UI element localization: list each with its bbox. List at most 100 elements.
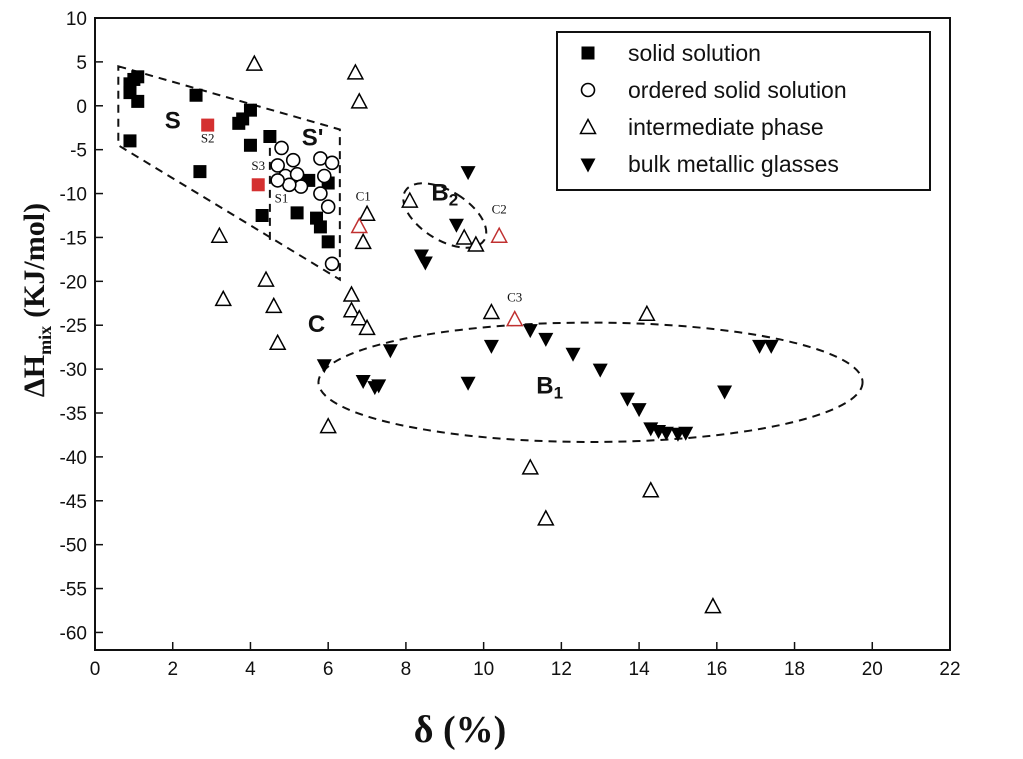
data-point xyxy=(131,94,145,108)
data-point xyxy=(285,152,301,168)
data-point xyxy=(189,88,203,102)
data-point xyxy=(316,359,332,374)
data-point xyxy=(565,347,581,362)
legend-item: ordered solid solution xyxy=(580,77,847,103)
y-axis-title-main: ΔH xyxy=(18,355,51,397)
legend-label: ordered solid solution xyxy=(628,77,847,103)
data-point xyxy=(631,403,647,418)
x-tick-label: 10 xyxy=(473,659,494,680)
y-tick-label: -50 xyxy=(60,536,87,557)
data-point xyxy=(638,304,656,322)
y-tick-label: -25 xyxy=(60,316,87,337)
data-point xyxy=(270,173,285,188)
data-point xyxy=(521,458,540,475)
y-axis-title-unit: (KJ/mol) xyxy=(18,203,51,318)
data-point xyxy=(658,426,674,441)
data-point xyxy=(123,134,137,148)
x-tick-label: 22 xyxy=(939,659,960,680)
data-point xyxy=(460,166,476,181)
data-point xyxy=(255,209,269,222)
data-point xyxy=(321,235,335,249)
x-tick-label: 2 xyxy=(167,659,178,680)
point-label: S3 xyxy=(251,158,265,173)
region-boundary xyxy=(117,64,341,282)
point-label: C1 xyxy=(356,189,371,204)
y-tick-label: -35 xyxy=(60,404,87,425)
axis-ticks: 0 2 4 6 8 10 12 14 16 18 20 22 10 5 0 -5 -10 -15 -20 -25 -30… xyxy=(60,9,961,680)
data-point xyxy=(350,92,369,109)
legend-marker xyxy=(580,82,596,98)
data-point xyxy=(619,392,635,407)
region-outlines xyxy=(117,64,864,443)
legend-marker xyxy=(581,46,595,60)
data-point xyxy=(320,199,336,215)
region-labels: S S' B2 B1 C xyxy=(165,108,563,403)
data-point xyxy=(313,220,327,234)
y-tick-label: 5 xyxy=(76,53,87,74)
data-point xyxy=(401,191,419,208)
y-tick-label: -15 xyxy=(60,228,87,249)
data-point xyxy=(251,178,265,192)
point-label: S2 xyxy=(201,131,215,146)
region-boundary xyxy=(402,182,488,249)
y-axis-title: ΔHmix (KJ/mol) xyxy=(18,203,55,397)
data-point xyxy=(678,426,694,441)
region-label: B2 xyxy=(431,180,458,210)
data-point xyxy=(313,186,328,201)
y-axis-title-sub: mix xyxy=(35,326,55,355)
data-point xyxy=(350,216,369,234)
data-point xyxy=(358,318,376,336)
x-axis-title: δ (%) xyxy=(414,709,507,751)
data-point xyxy=(413,249,429,264)
data-point xyxy=(483,339,499,354)
x-tick-label: 4 xyxy=(245,659,256,680)
x-tick-label: 12 xyxy=(551,659,572,680)
data-point xyxy=(717,385,733,400)
data-point xyxy=(274,140,289,156)
legend-marker xyxy=(579,117,597,135)
legend: solid solution ordered solid solution inte… xyxy=(556,31,931,191)
region-label: S xyxy=(165,108,181,135)
data-point xyxy=(210,226,229,243)
legend-label: bulk metallic glasses xyxy=(628,151,839,177)
region-label: C xyxy=(308,311,325,338)
legend-item: bulk metallic glasses xyxy=(580,151,839,177)
data-point xyxy=(257,270,275,287)
point-label: S1 xyxy=(275,190,289,205)
legend-item: intermediate phase xyxy=(579,114,824,140)
plot-frame xyxy=(94,17,951,651)
data-point xyxy=(131,70,145,84)
data-point xyxy=(763,339,779,354)
y-tick-label: -5 xyxy=(70,141,87,162)
data-point xyxy=(417,256,433,271)
data-point xyxy=(355,375,371,390)
legend-marker xyxy=(580,158,596,173)
legend-label: solid solution xyxy=(628,40,761,66)
data-point xyxy=(482,302,501,320)
data-point xyxy=(243,138,257,152)
region-label: B1 xyxy=(536,373,563,403)
data-point xyxy=(245,54,264,71)
legend-item: solid solution xyxy=(581,40,761,66)
data-point xyxy=(704,597,722,614)
x-tick-label: 14 xyxy=(629,659,651,680)
data-point xyxy=(382,344,398,359)
data-point xyxy=(358,204,376,221)
point-label: C2 xyxy=(492,202,507,217)
data-point xyxy=(201,118,215,132)
y-tick-label: -20 xyxy=(60,272,87,293)
data-point xyxy=(316,168,332,184)
data-point xyxy=(455,228,473,245)
data-point xyxy=(319,417,337,434)
data-point xyxy=(265,296,283,314)
y-tick-label: 10 xyxy=(66,9,87,30)
legend-label: intermediate phase xyxy=(628,114,824,140)
y-tick-label: -55 xyxy=(60,580,87,601)
data-point xyxy=(263,130,277,143)
data-point xyxy=(592,363,608,378)
data-point xyxy=(350,309,369,326)
x-tick-label: 18 xyxy=(784,659,805,680)
data-point xyxy=(346,63,365,80)
y-tick-label: -10 xyxy=(60,185,87,206)
